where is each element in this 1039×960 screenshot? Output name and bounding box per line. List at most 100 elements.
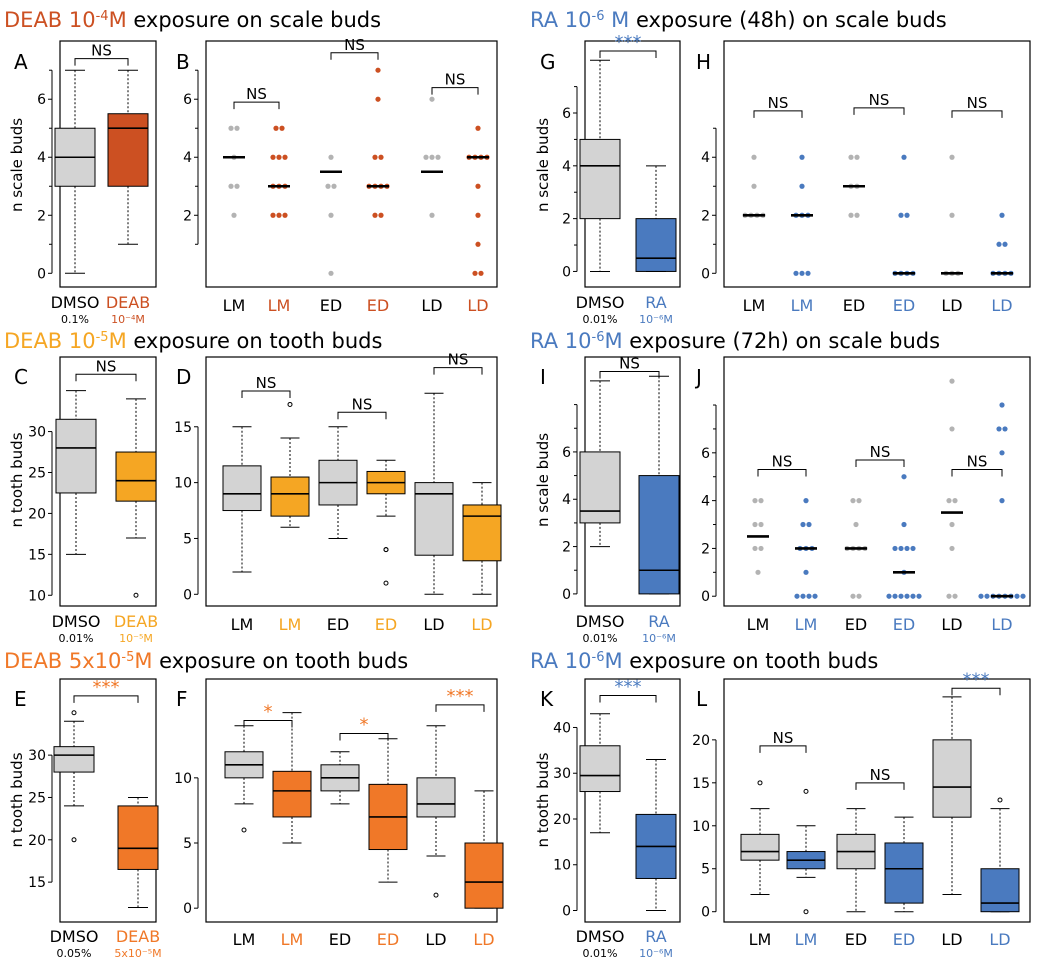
- data-point: [282, 212, 288, 218]
- panel-l: L 0 5 10 15 20 LM LM ED ED LD LD NS NS ***: [692, 669, 1031, 949]
- data-point: [378, 154, 384, 160]
- section-title-part: exposure on scale buds: [127, 8, 381, 32]
- y-tick-label: 0: [701, 905, 710, 921]
- section-title-part: exposure on tooth buds: [127, 329, 383, 353]
- outlier-point: [803, 788, 809, 794]
- x-tick-label: LM: [791, 296, 814, 315]
- y-tick-label: 0: [701, 589, 710, 605]
- significance-bracket: [951, 110, 1003, 118]
- panel-letter: D: [176, 365, 191, 389]
- x-tick-label: LD: [425, 930, 446, 949]
- x-tick-label: LD: [471, 615, 492, 634]
- outlier-point: [997, 797, 1003, 803]
- x-tick-sublabel: 10⁻⁶M: [642, 632, 676, 645]
- box: [55, 418, 97, 494]
- x-tick-label: RA: [648, 612, 669, 631]
- box: [416, 777, 456, 818]
- x-tick-label: RA: [645, 927, 666, 946]
- data-point: [1002, 426, 1008, 432]
- data-point: [475, 212, 481, 218]
- section-title-part: exposure on tooth buds: [153, 649, 409, 673]
- data-point: [328, 212, 334, 218]
- data-point: [752, 521, 758, 528]
- section-title-part: RA 10: [530, 8, 592, 32]
- section-title-part: M: [109, 329, 127, 353]
- section-title-part: RA 10: [530, 329, 592, 353]
- box: [579, 745, 621, 793]
- data-point: [952, 498, 958, 504]
- significance-bracket: [759, 745, 807, 753]
- panel-letter: K: [540, 687, 554, 711]
- panel-letter: F: [176, 687, 188, 711]
- data-point: [901, 474, 907, 480]
- significance-label: NS: [773, 729, 794, 747]
- y-tick-label: 25: [28, 465, 46, 481]
- data-point: [429, 212, 435, 218]
- x-tick-label: ED: [375, 615, 397, 634]
- outlier-point: [383, 580, 389, 586]
- significance-label: NS: [352, 395, 373, 413]
- data-point: [276, 212, 282, 218]
- plot-frame: [723, 40, 1031, 288]
- panel-letter: L: [696, 687, 708, 711]
- significance-label: NS: [246, 85, 267, 103]
- y-tick-label: 10: [174, 476, 192, 492]
- box: [635, 218, 677, 272]
- data-point: [234, 183, 240, 189]
- y-tick-label: 4: [701, 150, 710, 166]
- box: [222, 465, 262, 512]
- significance-label: NS: [870, 443, 891, 461]
- data-point: [850, 593, 856, 599]
- outlier-point: [287, 401, 293, 407]
- y-tick-label: 10: [553, 858, 571, 874]
- data-point: [273, 125, 279, 131]
- significance-label: ***: [963, 669, 990, 690]
- x-tick-label: LM: [233, 930, 256, 949]
- box: [107, 113, 149, 187]
- data-point: [854, 212, 860, 218]
- data-point: [423, 154, 429, 160]
- plot-frame: [205, 356, 498, 607]
- data-point: [372, 212, 378, 218]
- data-point: [910, 593, 916, 599]
- section-title-part: exposure (72h) on scale buds: [623, 329, 940, 353]
- x-tick-label: ED: [327, 615, 349, 634]
- outlier-point: [241, 827, 247, 833]
- data-point: [806, 593, 812, 599]
- box: [884, 842, 924, 904]
- box: [270, 476, 310, 517]
- plot-frame: [723, 356, 1031, 607]
- data-point: [752, 498, 758, 504]
- y-tick-label: 20: [692, 733, 710, 749]
- data-point: [475, 183, 481, 189]
- data-point: [978, 593, 984, 599]
- x-tick-label: LD: [473, 930, 494, 949]
- y-tick-label: 4: [562, 159, 571, 175]
- significance-bracket: [855, 459, 905, 467]
- x-tick-sublabel: 10⁻⁵M: [119, 632, 153, 645]
- y-tick-label: 30: [28, 748, 46, 764]
- section-title-part: M: [109, 8, 127, 32]
- data-point: [752, 545, 758, 552]
- x-tick-label: DMSO: [576, 612, 625, 631]
- box: [579, 451, 621, 524]
- significance-bracket: [951, 469, 1003, 477]
- data-point: [949, 154, 955, 160]
- box: [115, 451, 157, 502]
- y-tick-label: 5: [183, 531, 192, 547]
- y-tick-label: 5: [183, 836, 192, 852]
- data-point: [793, 270, 799, 276]
- data-point: [916, 593, 922, 599]
- y-tick-label: 6: [701, 446, 710, 462]
- panel-letter: I: [540, 365, 546, 389]
- y-tick-label: 20: [28, 833, 46, 849]
- significance-label: NS: [445, 71, 466, 89]
- data-point: [372, 154, 378, 160]
- data-point: [800, 521, 806, 528]
- significance-bracket: [73, 695, 139, 703]
- significance-bracket: [243, 719, 293, 728]
- y-tick-label: 10: [692, 819, 710, 835]
- x-tick-label: ED: [367, 296, 389, 315]
- data-point: [999, 498, 1005, 504]
